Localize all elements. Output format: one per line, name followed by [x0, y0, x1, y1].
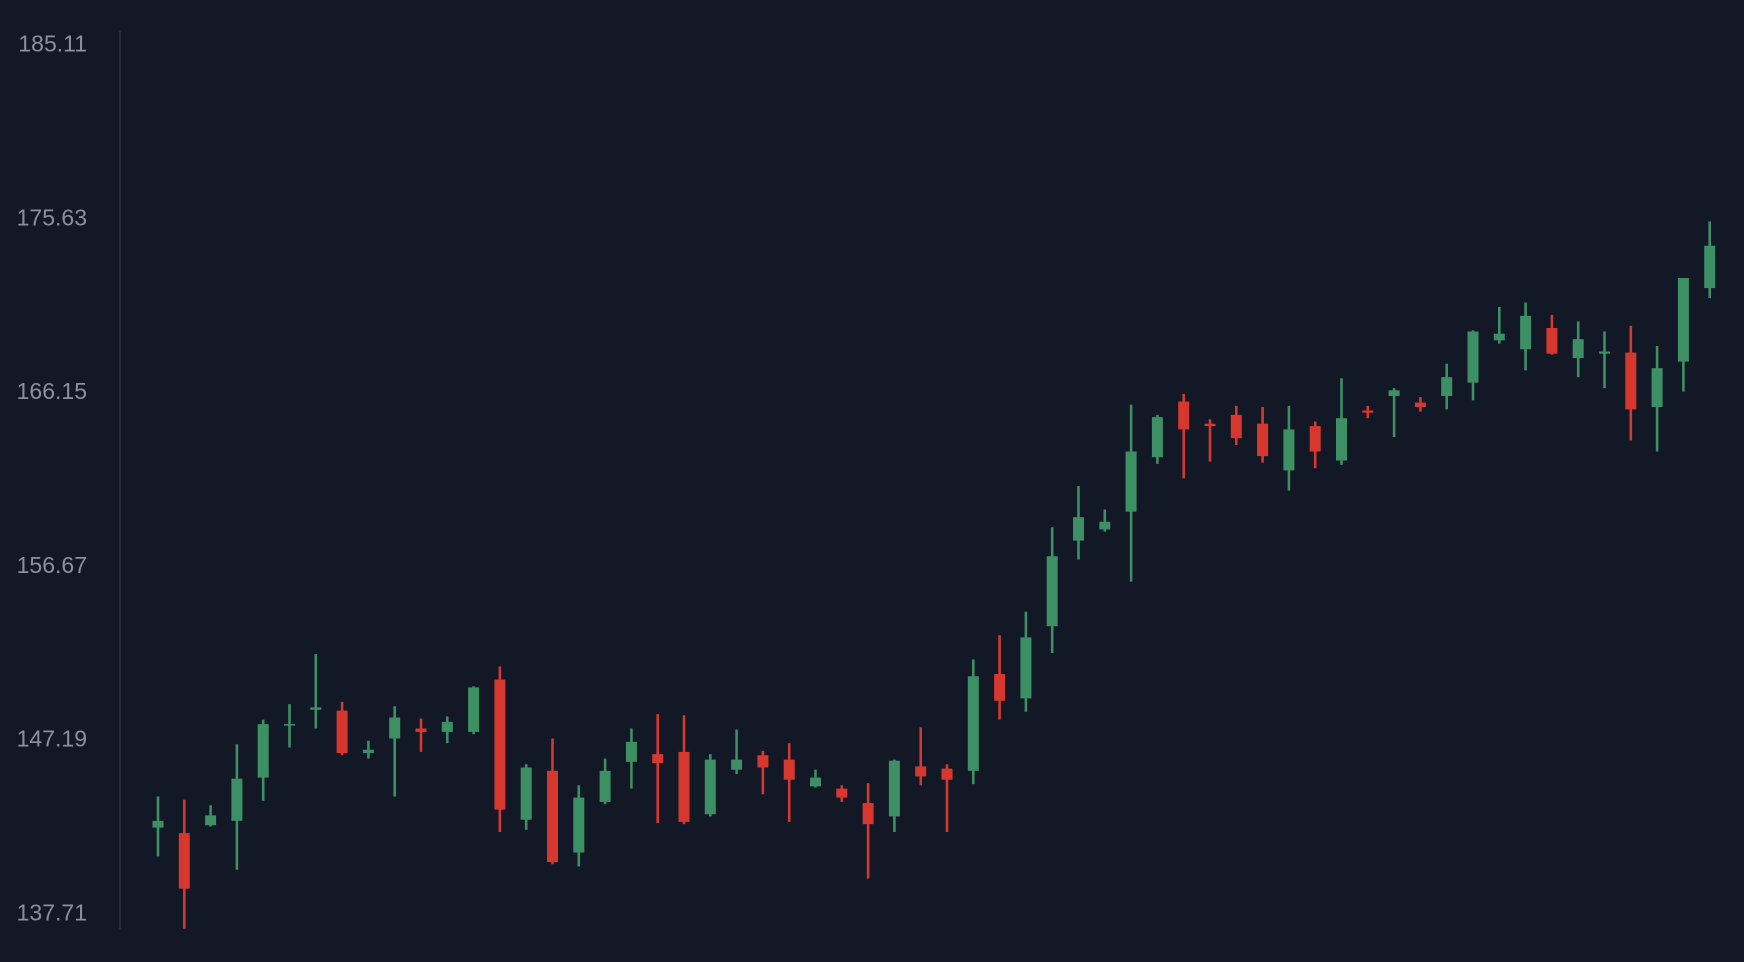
candle-body [704, 759, 716, 815]
candle-body [1309, 426, 1321, 452]
candle-body [1704, 245, 1716, 289]
candle-body [1046, 556, 1058, 627]
candle-body [1178, 401, 1190, 430]
candle-body [994, 674, 1006, 701]
candle-body [231, 778, 243, 821]
candle-body [336, 710, 348, 754]
candle-body [1414, 402, 1426, 408]
y-tick-label: 175.63 [17, 204, 87, 230]
candle-body [1546, 328, 1558, 354]
candle-body [1204, 423, 1216, 427]
y-tick-label: 156.67 [17, 552, 87, 578]
candle-body [915, 766, 927, 777]
candle-body [836, 788, 848, 798]
candle-body [1467, 331, 1479, 383]
candle-body [1625, 352, 1637, 410]
candle-body [573, 797, 585, 853]
candle-body [284, 724, 295, 726]
candle-body [1677, 277, 1689, 362]
candle-body [1257, 423, 1269, 457]
candle-body [205, 815, 217, 826]
candle-body [1599, 351, 1610, 354]
candle-body [1073, 517, 1084, 541]
y-tick-label: 147.19 [17, 726, 87, 752]
candle-body [1362, 410, 1374, 413]
candle-body [1020, 637, 1032, 699]
candle-body [1441, 377, 1453, 397]
candle-body [783, 759, 795, 780]
candle-body [520, 767, 532, 820]
candle-body [1493, 333, 1505, 341]
candle-body [1125, 451, 1137, 512]
candle-body [178, 833, 190, 889]
y-tick-label: 137.71 [17, 899, 87, 925]
candle-body [941, 768, 953, 780]
candle-body [441, 721, 453, 732]
candle-body [468, 687, 480, 732]
candle-body [652, 754, 664, 764]
candle-body [415, 728, 427, 732]
candle-body [967, 676, 979, 771]
candle-body [1099, 521, 1111, 530]
candle-body [757, 755, 769, 768]
candle-body [1572, 339, 1584, 359]
candle-body [810, 777, 821, 787]
candle-body [1283, 429, 1295, 471]
candle-body [1151, 417, 1163, 458]
candle-body [257, 724, 269, 778]
candle-body [1336, 418, 1347, 461]
candle-body [310, 707, 322, 710]
candle-body [625, 741, 637, 762]
candle-body [862, 803, 874, 825]
candle-body [1388, 390, 1400, 397]
candle-body [547, 770, 558, 863]
candle-body [1230, 414, 1242, 439]
candle-body [731, 759, 743, 770]
y-tick-label: 185.11 [18, 31, 87, 57]
candle-body [389, 717, 401, 739]
candle-body [1651, 368, 1663, 408]
candle-body [888, 760, 900, 817]
candle-body [599, 770, 611, 802]
candle-body [1520, 315, 1532, 350]
candle-body [678, 751, 690, 822]
y-tick-label: 166.15 [17, 378, 87, 404]
candle-body [494, 679, 506, 810]
candle-body [362, 749, 374, 754]
candle-body [152, 820, 164, 828]
